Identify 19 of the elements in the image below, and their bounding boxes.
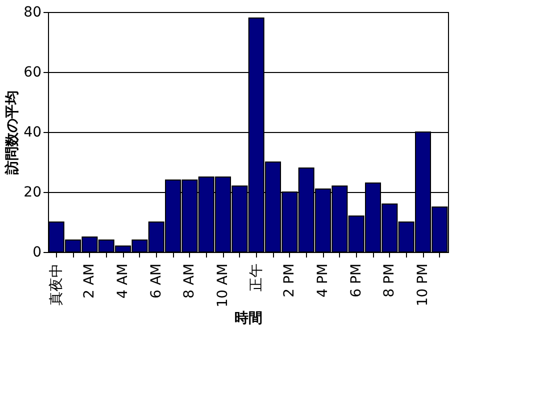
x-tick-label: 4 AM: [115, 264, 131, 299]
x-tick-label: 10 PM: [415, 264, 431, 306]
x-tick-label: 10 AM: [215, 264, 231, 308]
x-tick-label: 2 AM: [82, 264, 98, 299]
x-tick-label: 真夜中: [48, 264, 64, 306]
x-tick-label: 4 PM: [315, 264, 331, 298]
y-tick-label: 20: [24, 184, 42, 200]
x-tick-label: 6 AM: [148, 264, 164, 299]
x-tick-label: 正午: [248, 264, 264, 292]
x-tick-label: 2 PM: [282, 264, 298, 298]
x-tick-label: 6 PM: [348, 264, 364, 298]
x-axis-title: 時間: [234, 310, 262, 326]
y-tick-label: 40: [24, 124, 42, 140]
y-axis-title: 訪問数の平均: [4, 90, 21, 176]
y-tick-label: 80: [24, 4, 42, 20]
x-tick-label: 8 PM: [382, 264, 398, 298]
x-tick-label: 8 AM: [182, 264, 198, 299]
y-tick-label: 0: [32, 244, 42, 260]
y-tick-label: 60: [24, 64, 42, 80]
